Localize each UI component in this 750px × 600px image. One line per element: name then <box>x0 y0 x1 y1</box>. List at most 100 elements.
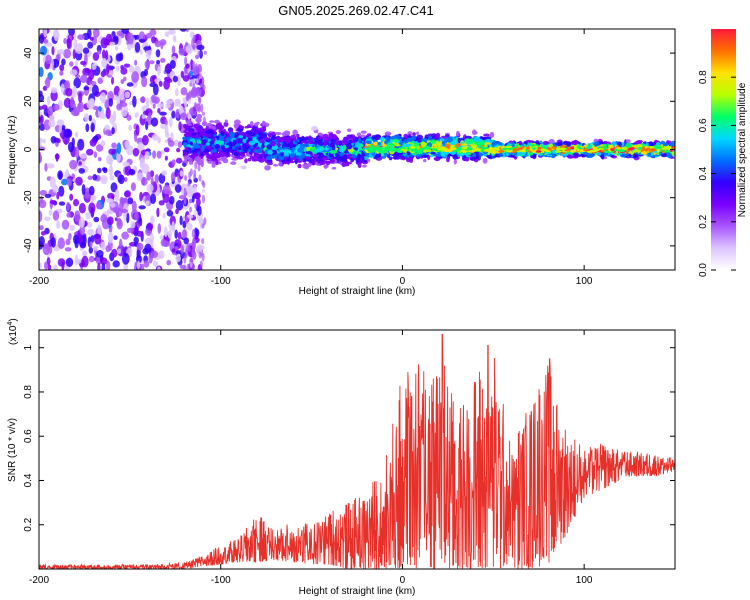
heatmap-cell <box>150 215 155 225</box>
heatmap-cell <box>266 155 271 160</box>
heatmap-cell <box>88 246 94 254</box>
heatmap-cell <box>145 200 150 206</box>
heatmap-cell <box>99 257 108 265</box>
heatmap-cell <box>430 139 437 145</box>
heatmap-cell <box>141 177 148 186</box>
heatmap-cell <box>117 217 122 227</box>
heatmap-cell <box>93 29 100 38</box>
heatmap-cell <box>63 81 69 90</box>
heatmap-cell <box>57 49 65 55</box>
heatmap-cell <box>118 88 126 101</box>
heatmap-cell <box>270 140 276 147</box>
heatmap-cell <box>127 43 132 51</box>
heatmap-cell <box>281 143 289 149</box>
heatmap-cell <box>352 144 356 149</box>
heatmap-cell <box>199 71 203 80</box>
heatmap-cell <box>266 161 273 166</box>
heatmap-cell <box>296 145 301 148</box>
heatmap-cell <box>88 114 93 122</box>
heatmap-cell <box>306 162 312 167</box>
heatmap-cell <box>180 112 187 121</box>
heatmap-cell <box>106 154 114 165</box>
heatmap-cell <box>47 106 54 116</box>
heatmap-cell <box>116 103 122 111</box>
heatmap-cell <box>255 134 259 138</box>
heatmap-cell <box>40 231 47 236</box>
spectrogram-heatmap <box>39 29 675 270</box>
heatmap-cell <box>195 117 202 123</box>
heatmap-cell <box>107 208 112 214</box>
heatmap-cell <box>297 163 302 169</box>
heatmap-cell <box>294 158 298 165</box>
heatmap-cell <box>92 105 99 110</box>
heatmap-cell <box>68 232 72 241</box>
heatmap-cell <box>464 157 470 162</box>
heatmap-cell <box>170 132 174 141</box>
heatmap-cell <box>230 149 236 152</box>
heatmap-cell <box>166 259 171 266</box>
heatmap-cell <box>182 75 190 82</box>
heatmap-cell <box>484 138 491 143</box>
heatmap-cell <box>100 37 109 49</box>
heatmap-cell <box>160 238 167 247</box>
heatmap-cell <box>104 50 109 61</box>
heatmap-cell <box>177 231 182 240</box>
heatmap-cell <box>166 210 174 217</box>
heatmap-cell <box>219 151 226 157</box>
heatmap-cell <box>249 151 253 155</box>
heatmap-cell <box>63 97 72 108</box>
heatmap-cell <box>182 229 187 239</box>
heatmap-cell <box>324 147 329 151</box>
heatmap-cell <box>409 157 414 163</box>
heatmap-cell <box>61 178 68 186</box>
heatmap-cell <box>297 147 304 153</box>
heatmap-cell <box>171 248 176 253</box>
heatmap-cell <box>373 141 378 146</box>
heatmap-cell <box>253 144 257 148</box>
heatmap-cell <box>225 137 232 142</box>
heatmap-cell <box>232 139 237 146</box>
heatmap-cell <box>117 174 125 185</box>
heatmap-cell <box>111 248 118 258</box>
heatmap-cell <box>39 66 44 78</box>
heatmap-cell <box>135 124 140 136</box>
heatmap-cell <box>446 157 450 163</box>
heatmap-cell <box>177 141 183 149</box>
heatmap-cell <box>202 111 205 116</box>
heatmap-cell <box>66 201 70 211</box>
heatmap-cell <box>192 82 196 93</box>
heatmap-cell <box>96 201 102 210</box>
heatmap-cell <box>242 143 247 147</box>
heatmap-cell <box>169 59 176 69</box>
heatmap-cell <box>233 119 241 125</box>
heatmap-cell <box>67 141 75 153</box>
heatmap-cell <box>188 171 192 180</box>
heatmap-cell <box>59 70 64 76</box>
heatmap-cell <box>88 202 96 214</box>
heatmap-cell <box>191 248 195 258</box>
heatmap-cell <box>150 250 159 258</box>
heatmap-cell <box>185 29 189 33</box>
heatmap-cell <box>187 247 191 252</box>
heatmap-cell <box>203 50 207 55</box>
heatmap-cell <box>63 38 67 45</box>
heatmap-cell <box>158 250 165 260</box>
heatmap-cell <box>53 264 58 270</box>
heatmap-cell <box>276 153 280 157</box>
heatmap-cell <box>331 166 337 170</box>
heatmap-cell <box>134 42 141 53</box>
heatmap-cell <box>127 32 134 45</box>
heatmap-cell <box>154 40 161 48</box>
heatmap-cell <box>379 136 386 142</box>
heatmap-cell <box>206 142 210 146</box>
heatmap-cell <box>77 102 82 110</box>
heatmap-cell <box>39 123 46 131</box>
heatmap-cell <box>323 141 328 147</box>
heatmap-cell <box>165 102 171 109</box>
heatmap-cell <box>206 145 212 150</box>
heatmap-cell <box>42 244 50 249</box>
heatmap-cell <box>192 43 196 50</box>
heatmap-cell <box>164 31 170 38</box>
heatmap-cell <box>412 132 416 137</box>
